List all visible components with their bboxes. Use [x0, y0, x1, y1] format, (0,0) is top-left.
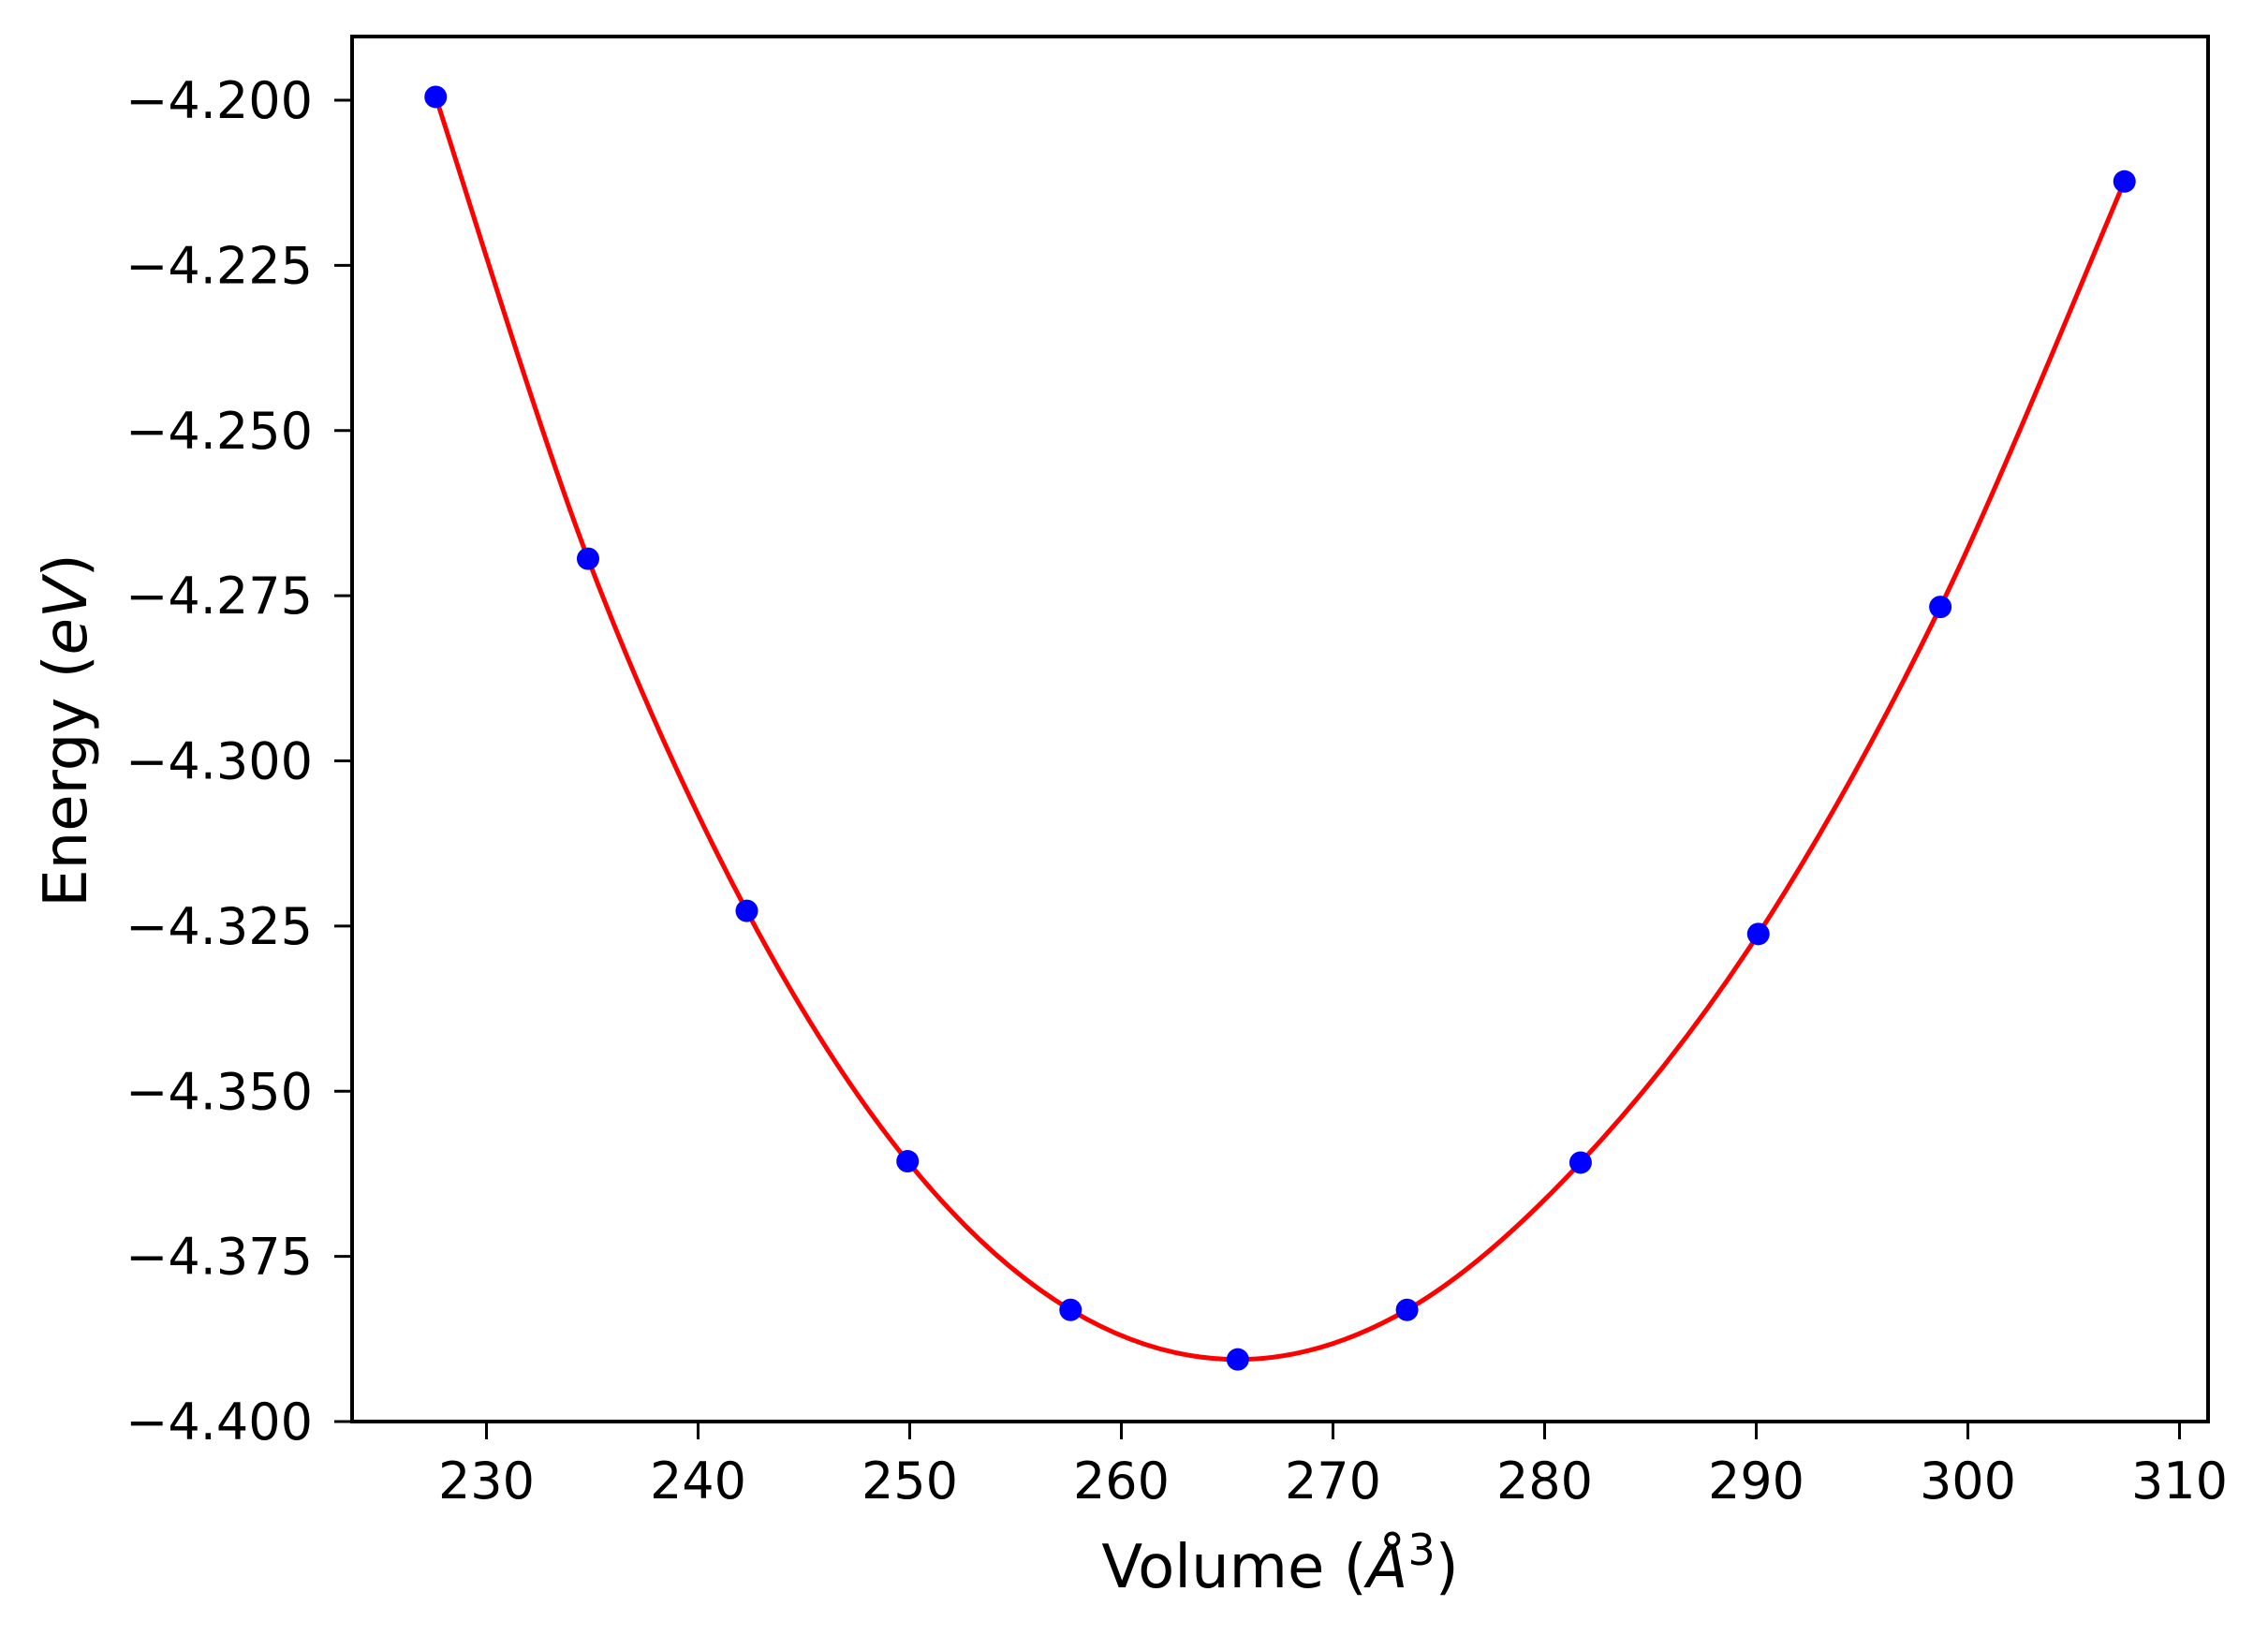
data-point	[2113, 169, 2136, 193]
data-point	[896, 1150, 920, 1173]
y-tick-label: −4.300	[125, 732, 313, 791]
x-tick-label: 260	[1073, 1452, 1170, 1511]
y-tick-label: −4.250	[125, 402, 313, 461]
y-tick-label: −4.225	[125, 236, 313, 295]
x-tick-label: 290	[1708, 1452, 1804, 1511]
y-axis-label: Energy (eV)	[32, 553, 101, 907]
data-point	[1746, 922, 1770, 946]
x-axis-label: Volume (Å3)	[1101, 1525, 1458, 1602]
data-point	[1929, 596, 1952, 619]
x-tick-label: 280	[1496, 1452, 1593, 1511]
data-point	[424, 85, 448, 109]
fit-curve-layer	[433, 96, 2128, 1363]
axes-frame	[350, 35, 2210, 1423]
data-point	[1059, 1298, 1082, 1321]
x-tick-label: 240	[650, 1452, 746, 1511]
x-tick-label: 230	[438, 1452, 535, 1511]
y-tick-label: −4.200	[125, 71, 313, 130]
x-axis-ticks: 230 240 250 260 270 280 290 300 310	[438, 1422, 2228, 1511]
x-tick-label: 270	[1285, 1452, 1381, 1511]
data-point	[576, 547, 599, 570]
y-tick-label: −4.350	[125, 1062, 313, 1121]
y-tick-label: −4.325	[125, 897, 313, 956]
data-point	[735, 899, 758, 922]
y-tick-label: −4.375	[125, 1228, 313, 1287]
y-tick-label: −4.400	[125, 1393, 313, 1452]
data-point	[1395, 1298, 1419, 1321]
y-tick-label: −4.275	[125, 567, 313, 626]
data-points-layer	[424, 85, 2136, 1371]
fit-curve	[433, 96, 2128, 1363]
x-tick-label: 250	[862, 1452, 958, 1511]
y-axis-ticks: −4.200 −4.225 −4.250 −4.275 −4.300 −4.325 −4.3…	[125, 71, 352, 1452]
x-tick-label: 310	[2131, 1452, 2228, 1511]
data-point	[1568, 1151, 1592, 1174]
data-point	[1226, 1348, 1249, 1371]
x-tick-label: 300	[1920, 1452, 2016, 1511]
